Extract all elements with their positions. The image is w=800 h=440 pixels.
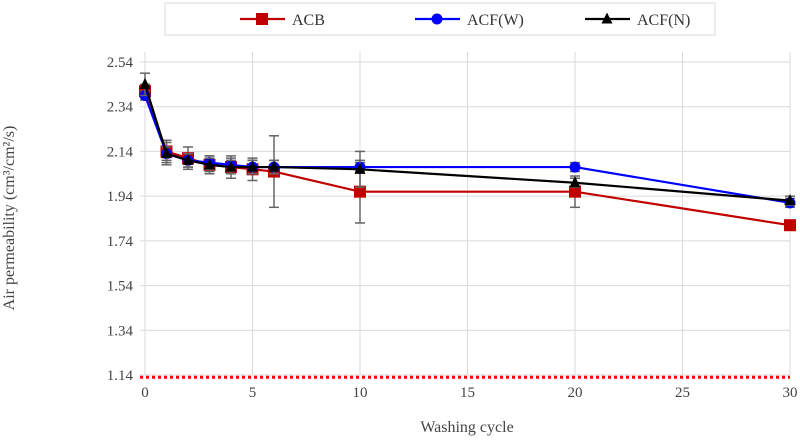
data-point-triangle [139, 77, 151, 89]
data-point-triangle [204, 158, 215, 170]
y-tick-label: 1.94 [107, 189, 134, 205]
data-point-triangle [182, 153, 194, 165]
data-point-triangle [161, 147, 172, 159]
x-axis-label: Washing cycle [420, 419, 513, 436]
y-axis-label: Air permeability (cm³/cm²/s) [1, 126, 18, 311]
legend-label: ACB [292, 12, 325, 29]
data-point-triangle [784, 194, 796, 206]
x-tick-label: 5 [249, 385, 257, 401]
data-point-triangle [247, 160, 258, 172]
x-tick-label: 15 [460, 385, 475, 401]
series-line [143, 84, 791, 202]
x-tick-label: 30 [783, 385, 798, 401]
series-line [143, 90, 791, 227]
data-point-square [784, 219, 796, 232]
series-acfn [139, 72, 796, 206]
data-point-triangle [601, 12, 613, 24]
y-tick-label: 1.74 [107, 234, 134, 250]
data-point-square [256, 13, 268, 25]
legend-label: ACF(N) [637, 12, 690, 29]
data-point-circle [569, 161, 581, 173]
data-point-square [569, 185, 581, 198]
y-tick-label: 2.54 [107, 55, 134, 71]
y-tick-label: 2.14 [107, 144, 134, 160]
data-point-triangle [225, 160, 237, 172]
x-tick-label: 25 [675, 385, 690, 401]
data-point-triangle [268, 160, 280, 172]
x-tick-label: 20 [568, 385, 583, 401]
data-point-triangle [354, 162, 366, 174]
data-point-circle [431, 13, 443, 25]
x-tick-label: 0 [141, 385, 149, 401]
y-tick-label: 1.14 [107, 368, 134, 384]
legend-label: ACF(W) [467, 12, 524, 29]
x-tick-label: 10 [353, 385, 368, 401]
data-point-triangle [569, 176, 581, 188]
y-tick-label: 1.54 [107, 279, 134, 295]
y-tick-label: 2.34 [107, 100, 134, 116]
y-tick-label: 1.34 [107, 323, 134, 339]
data-point-square [354, 185, 366, 198]
